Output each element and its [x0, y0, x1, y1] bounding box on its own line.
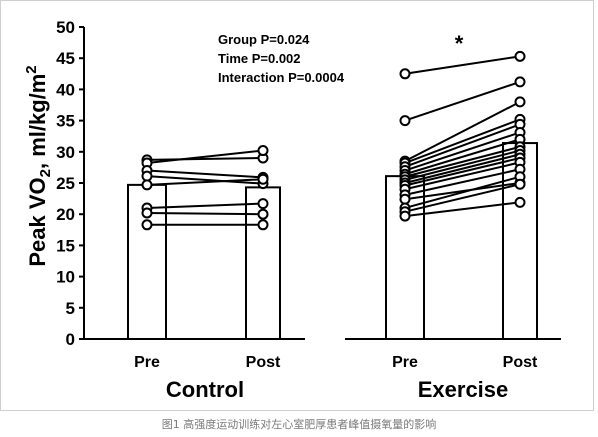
annotation-interaction-p: Interaction P=0.0004	[218, 70, 345, 85]
category-label-exercise-post: Post	[503, 354, 538, 371]
data-point-exercise-post	[514, 76, 526, 88]
subject-line-exercise	[404, 149, 521, 181]
subject-line-exercise	[404, 138, 521, 176]
y-tick-label: 10	[56, 268, 75, 287]
category-label-control-post: Post	[246, 354, 281, 371]
subject-line-exercise	[404, 201, 521, 218]
subject-line-control	[146, 211, 264, 216]
y-tick-label: 0	[66, 330, 75, 349]
significance-asterisk: *	[455, 31, 464, 56]
subject-line-control	[146, 175, 264, 185]
subject-line-control	[146, 157, 264, 161]
data-point-control-post	[257, 208, 269, 220]
subject-line-control	[146, 169, 264, 179]
subject-line-exercise	[404, 100, 521, 163]
data-point-control-pre	[141, 179, 153, 191]
data-point-exercise-pre	[399, 193, 411, 205]
category-label-exercise-pre: Pre	[392, 354, 418, 371]
category-label-control-pre: Pre	[134, 354, 160, 371]
subject-line-exercise	[404, 183, 521, 213]
data-point-control-post	[257, 173, 269, 185]
data-point-exercise-post	[514, 96, 526, 108]
y-tick-label: 15	[56, 236, 75, 255]
subject-line-control	[146, 178, 264, 186]
data-point-exercise-pre	[399, 210, 411, 222]
y-tick-label: 40	[56, 80, 75, 99]
bar-control-pre	[127, 183, 167, 340]
subject-line-control	[146, 202, 264, 209]
annotation-group-p: Group P=0.024	[218, 32, 310, 47]
y-tick-label: 30	[56, 143, 75, 162]
data-point-exercise-post	[514, 196, 526, 208]
data-point-control-pre	[141, 219, 153, 231]
subject-line-exercise	[404, 182, 521, 201]
subject-line-exercise	[404, 118, 521, 164]
subject-line-exercise	[404, 168, 521, 196]
data-point-exercise-post	[514, 178, 526, 190]
subject-line-exercise	[404, 161, 521, 191]
data-point-control-pre	[141, 170, 153, 182]
data-point-exercise-pre	[399, 115, 411, 127]
y-tick-label: 5	[66, 299, 75, 318]
y-tick-label: 20	[56, 205, 75, 224]
subject-line-exercise	[404, 175, 521, 209]
data-point-control-post	[257, 145, 269, 157]
subject-line-exercise	[404, 123, 521, 168]
data-point-control-post	[257, 198, 269, 210]
y-tick-label: 50	[56, 18, 75, 37]
subject-line-exercise	[404, 153, 521, 184]
y-tick-label: 45	[56, 49, 75, 68]
data-point-exercise-pre	[399, 68, 411, 80]
subject-line-control	[146, 149, 264, 165]
annotation-time-p: Time P=0.002	[218, 51, 301, 66]
y-tick-label: 35	[56, 112, 75, 131]
subject-line-exercise	[404, 145, 521, 178]
figure-frame: 0 5 10 15 20 25 30 35 40 45 50 Peak VO2, ml/kg/m2 …	[0, 0, 594, 411]
y-tick-label: 25	[56, 174, 75, 193]
data-point-control-post	[257, 219, 269, 231]
group-label-control: Control	[166, 377, 244, 402]
bar-exercise-pre	[385, 175, 425, 340]
group-label-exercise: Exercise	[418, 377, 509, 402]
figure-caption: 图1 高强度运动训练对左心室肥厚患者峰值摄氧量的影响	[161, 418, 437, 431]
data-point-control-pre	[141, 207, 153, 219]
subject-line-exercise	[404, 131, 521, 172]
subject-line-exercise	[404, 157, 521, 187]
subject-line-exercise	[404, 80, 521, 122]
data-point-exercise-post	[514, 50, 526, 62]
subject-line-exercise	[404, 55, 521, 75]
y-axis-label: Peak VO2, ml/kg/m2	[23, 65, 54, 266]
